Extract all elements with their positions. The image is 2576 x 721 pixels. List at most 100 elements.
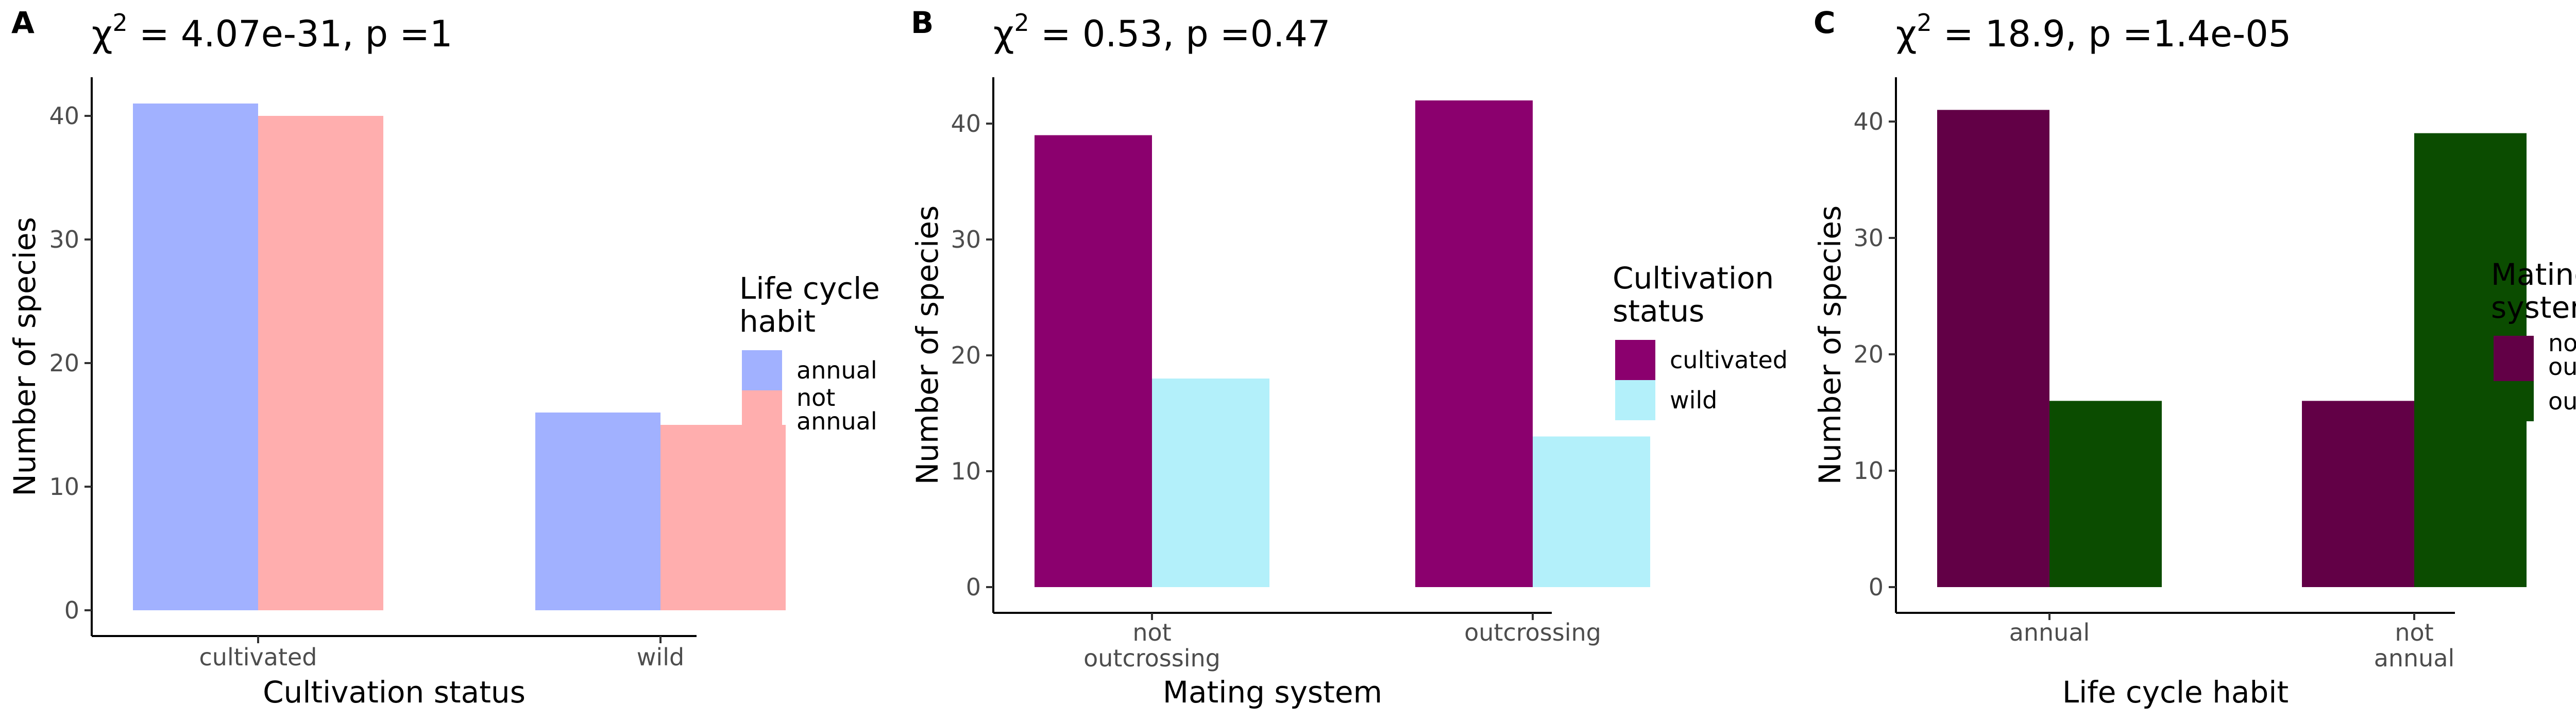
y-tick-label: 20 — [49, 349, 79, 377]
y-tick-label: 40 — [951, 110, 981, 138]
y-tick-label: 30 — [1853, 224, 1884, 252]
x-tick-label-line: outcrossing — [1083, 644, 1221, 672]
x-tick-label: annual — [2009, 619, 2090, 646]
legend-swatch-1 — [1615, 380, 1655, 420]
legend: Matingsystemnotoutcrossingoutcrossing — [2491, 257, 2576, 421]
x-tick-label-line: not — [2395, 619, 2433, 646]
bar-a-cat1-series1 — [660, 425, 786, 610]
legend: Cultivation status cultivated wild — [1613, 261, 1788, 420]
bar-c-cat0-series0 — [1937, 110, 2049, 587]
x-tick-label-line: annual — [2374, 644, 2455, 672]
legend-title-line: Cultivation — [1613, 261, 1774, 296]
bars — [1035, 100, 1650, 587]
x-tick-label-line: wild — [637, 643, 684, 671]
title-superscript: 2 — [1917, 9, 1931, 37]
legend-title-line: Life cycle — [739, 271, 880, 306]
bar-c-cat1-series0 — [2302, 401, 2414, 587]
bar-a-cat0-series1 — [258, 116, 383, 610]
legend-label-0-line: annual — [796, 356, 877, 384]
y-tick-label: 30 — [951, 226, 981, 253]
chart-title: χ2 = 4.07e-31, p =1 — [92, 9, 453, 55]
x-tick-label: cultivated — [199, 643, 317, 671]
bar-a-cat0-series0 — [133, 104, 258, 610]
bar-a-cat1-series0 — [535, 413, 660, 610]
x-axis-title: Cultivation status — [263, 675, 526, 710]
legend-title-line: habit — [739, 304, 816, 339]
y-tick-label: 20 — [1853, 340, 1884, 368]
panel-letter: B — [911, 5, 934, 40]
y-tick-label: 0 — [64, 596, 79, 624]
legend-label-0: cultivated — [1670, 346, 1788, 374]
legend-label-1: not annual — [796, 384, 877, 435]
legend-label-1: wild — [1670, 386, 1717, 414]
title-chi: χ — [993, 13, 1014, 55]
bar-b-cat1-series1 — [1533, 436, 1650, 587]
y-tick-label: 20 — [951, 341, 981, 369]
bar-c-cat0-series1 — [2049, 401, 2162, 587]
legend-swatch-1 — [2494, 381, 2534, 421]
bars — [133, 104, 786, 610]
x-tick-label: not outcrossing — [1083, 619, 1221, 672]
legend-label-1-line: wild — [1670, 386, 1717, 414]
panel-letter: C — [1814, 5, 1836, 40]
legend-label-1-line: not — [796, 384, 835, 411]
title-statistics: = 4.07e-31, p =1 — [128, 13, 453, 55]
x-tick-label: not annual — [2374, 619, 2455, 672]
title-superscript: 2 — [112, 9, 127, 37]
title-statistics: = 0.53, p =0.47 — [1029, 13, 1331, 55]
legend-swatch-0 — [2494, 336, 2534, 381]
y-tick-label: 30 — [49, 226, 79, 253]
legend-label-0-line: outcrossing — [2548, 353, 2576, 381]
chart-title: χ2 = 0.53, p =0.47 — [993, 9, 1330, 55]
legend-title-line: system — [2491, 290, 2576, 325]
y-tick-label: 10 — [951, 457, 981, 485]
bar-b-cat1-series0 — [1415, 100, 1533, 587]
y-tick-label: 10 — [1853, 457, 1884, 485]
legend-label-1: outcrossing — [2548, 387, 2576, 415]
legend-label-0-line: not — [2548, 329, 2576, 357]
panel-letter: A — [11, 5, 35, 40]
bar-b-cat0-series1 — [1152, 379, 1269, 587]
x-tick-label-line: not — [1132, 619, 1171, 646]
legend-label-1-line: annual — [796, 407, 877, 435]
y-axis-title: Number of species — [1812, 205, 1848, 485]
bar-b-cat0-series0 — [1035, 135, 1152, 587]
x-axis-title: Mating system — [1163, 675, 1382, 710]
bars — [1937, 110, 2527, 588]
legend-title-line: status — [1613, 294, 1704, 329]
y-tick-label: 10 — [49, 473, 79, 501]
legend-title: Cultivation status — [1613, 261, 1774, 329]
x-tick-label: outcrossing — [1464, 619, 1601, 646]
x-tick-label: wild — [637, 643, 684, 671]
legend-swatch-0 — [742, 350, 782, 390]
x-axis-title: Life cycle habit — [2062, 675, 2289, 710]
y-axis-title: Number of species — [7, 217, 42, 496]
x-tick-label-line: cultivated — [199, 643, 317, 671]
title-chi: χ — [1896, 13, 1917, 55]
x-tick-label-line: outcrossing — [1464, 619, 1601, 646]
y-tick-label: 0 — [1869, 573, 1884, 601]
title-superscript: 2 — [1014, 9, 1029, 37]
legend-swatch-0 — [1615, 340, 1655, 380]
legend-swatch-1 — [742, 390, 782, 436]
legend-label-1-line: outcrossing — [2548, 387, 2576, 415]
x-tick-label-line: annual — [2009, 619, 2090, 646]
legend-label-0: annual — [796, 356, 877, 384]
chart-title: χ2 = 18.9, p =1.4e-05 — [1896, 9, 2291, 55]
y-tick-label: 40 — [49, 102, 79, 130]
legend-label-0-line: cultivated — [1670, 346, 1788, 374]
legend-title-line: Mating — [2491, 257, 2576, 292]
title-chi: χ — [92, 13, 112, 55]
y-tick-label: 40 — [1853, 108, 1884, 135]
legend-title: Life cycle habit — [739, 271, 880, 339]
title-statistics: = 18.9, p =1.4e-05 — [1932, 13, 2292, 55]
y-tick-label: 0 — [966, 573, 981, 601]
y-axis-title: Number of species — [910, 205, 945, 485]
